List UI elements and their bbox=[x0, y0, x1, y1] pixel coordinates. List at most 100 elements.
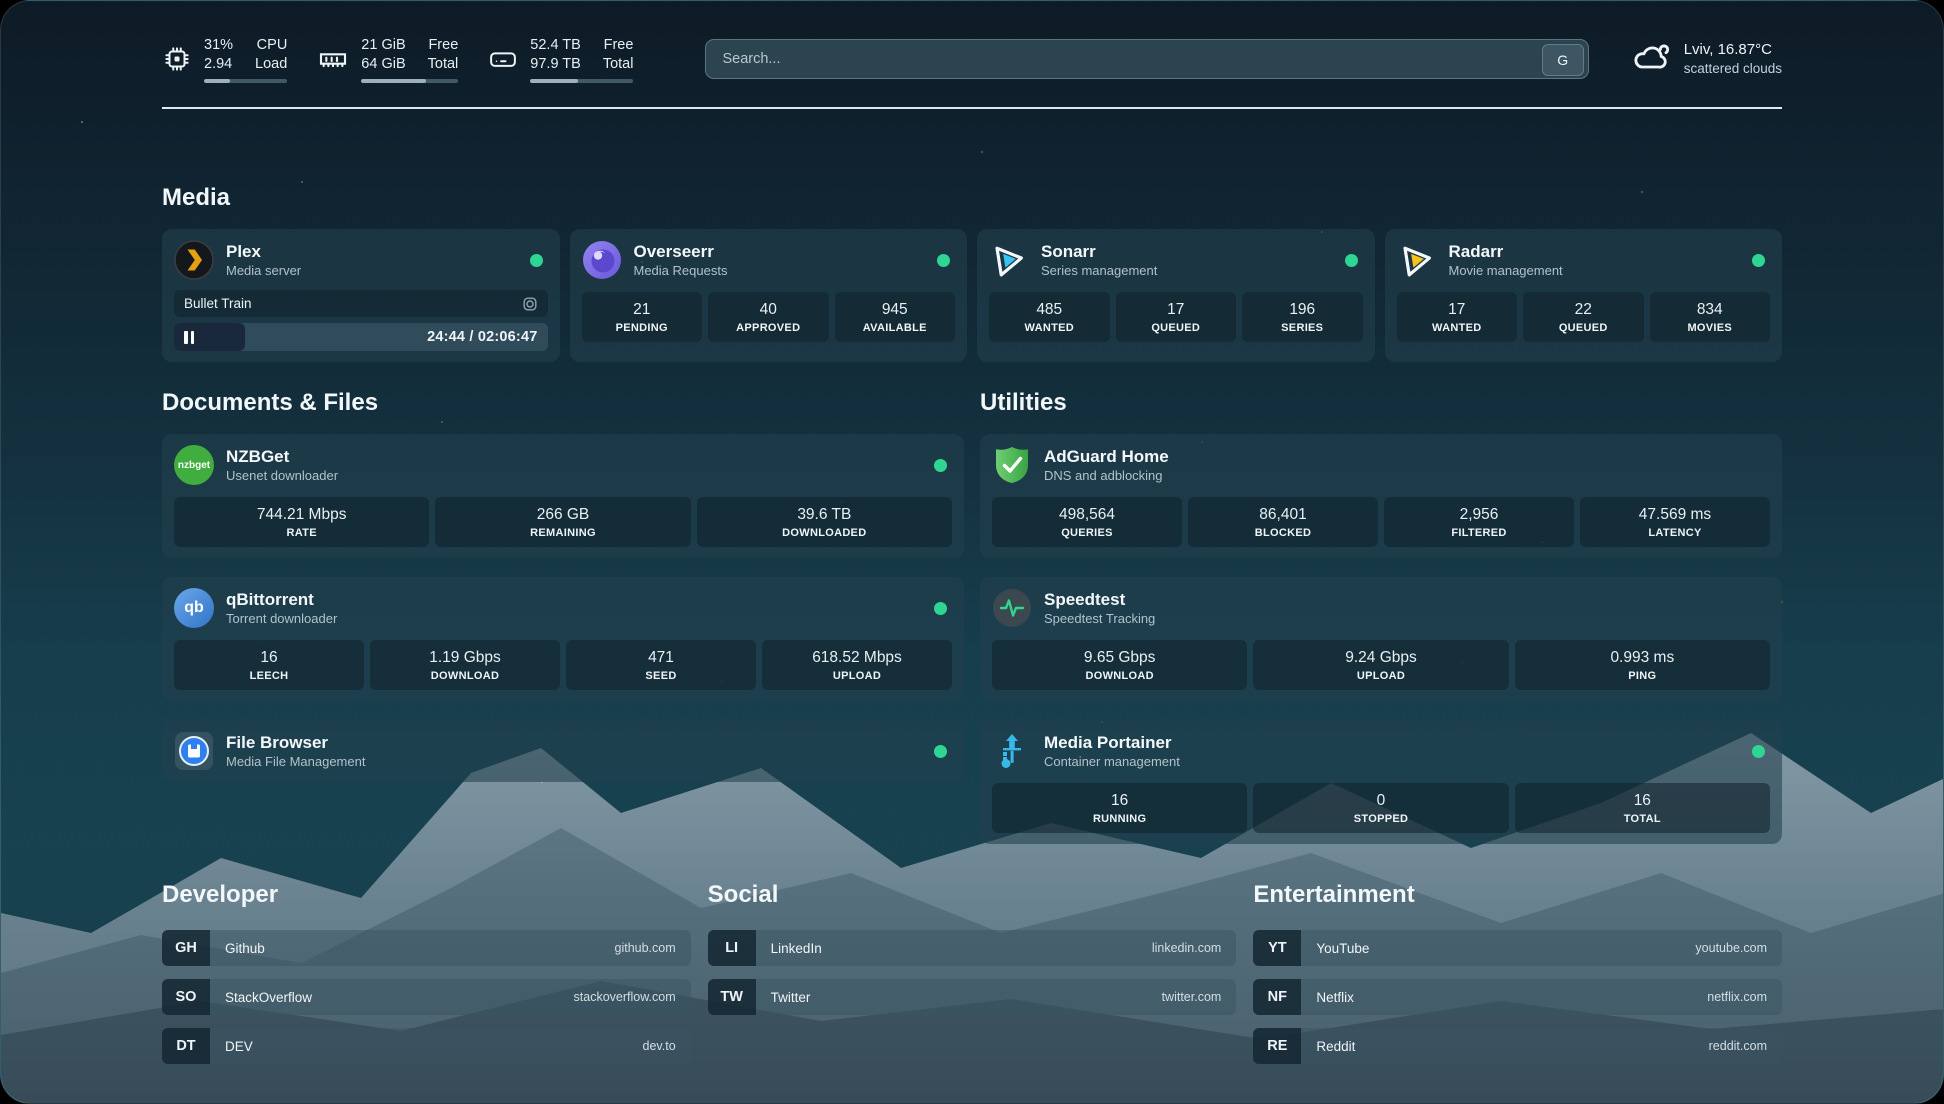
status-online-dot bbox=[1752, 254, 1765, 267]
playback-progress-bar[interactable]: 24:44 / 02:06:47 bbox=[174, 323, 548, 351]
bookmark-twitter[interactable]: TW Twitter twitter.com bbox=[708, 979, 1237, 1015]
cpu-widget: 31% CPU 2.94 Load bbox=[162, 36, 287, 83]
service-description: Media File Management bbox=[226, 753, 365, 770]
stat-filtered: 2,956 FILTERED bbox=[1384, 497, 1574, 547]
bookmark-abbr: RE bbox=[1253, 1028, 1301, 1064]
bookmark-abbr: NF bbox=[1253, 979, 1301, 1015]
service-card-nzbget[interactable]: nzbget NZBGet Usenet downloader 744.21 M… bbox=[162, 434, 964, 558]
sonarr-icon bbox=[989, 240, 1029, 280]
service-description: Media server bbox=[226, 262, 301, 279]
service-card-filebrowser[interactable]: File Browser Media File Management bbox=[162, 720, 964, 782]
pause-icon[interactable] bbox=[184, 331, 194, 344]
service-description: Container management bbox=[1044, 753, 1180, 770]
search-engine-button[interactable]: G bbox=[1542, 44, 1584, 76]
service-description: Torrent downloader bbox=[226, 610, 337, 627]
dashboard-window: 31% CPU 2.94 Load 21 bbox=[0, 0, 1944, 1104]
bookmark-stackoverflow[interactable]: SO StackOverflow stackoverflow.com bbox=[162, 979, 691, 1015]
service-card-radarr[interactable]: Radarr Movie management 17 WANTED 22 QUE… bbox=[1385, 229, 1783, 362]
search-input[interactable] bbox=[705, 39, 1588, 79]
bookmark-domain: github.com bbox=[615, 941, 676, 955]
memory-free-value: 21 GiB bbox=[361, 36, 405, 55]
bookmark-abbr: YT bbox=[1253, 930, 1301, 966]
service-card-adguard[interactable]: AdGuard Home DNS and adblocking 498,564 … bbox=[980, 434, 1782, 558]
stat-downloaded: 39.6 TB DOWNLOADED bbox=[697, 497, 952, 547]
snow-specks bbox=[81, 121, 83, 123]
portainer-icon bbox=[992, 731, 1032, 771]
stat-blocked: 86,401 BLOCKED bbox=[1188, 497, 1378, 547]
service-description: Series management bbox=[1041, 262, 1157, 279]
stat-queries: 498,564 QUERIES bbox=[992, 497, 1182, 547]
service-name: AdGuard Home bbox=[1044, 446, 1169, 467]
bookmark-reddit[interactable]: RE Reddit reddit.com bbox=[1253, 1028, 1782, 1064]
cpu-label: CPU bbox=[255, 36, 287, 55]
bookmark-github[interactable]: GH Github github.com bbox=[162, 930, 691, 966]
service-card-overseerr[interactable]: Overseerr Media Requests 21 PENDING 40 A… bbox=[570, 229, 968, 362]
service-card-sonarr[interactable]: Sonarr Series management 485 WANTED 17 Q… bbox=[977, 229, 1375, 362]
service-name: Speedtest bbox=[1044, 589, 1155, 610]
bookmark-linkedin[interactable]: LI LinkedIn linkedin.com bbox=[708, 930, 1237, 966]
stat-queued: 17 QUEUED bbox=[1116, 292, 1237, 342]
bookmark-abbr: GH bbox=[162, 930, 210, 966]
now-playing-title: Bullet Train bbox=[184, 296, 252, 311]
now-playing-icon bbox=[522, 296, 538, 312]
bookmark-youtube[interactable]: YT YouTube youtube.com bbox=[1253, 930, 1782, 966]
stat-latency: 47.569 ms LATENCY bbox=[1580, 497, 1770, 547]
memory-icon bbox=[317, 43, 349, 75]
stat-seed: 471 SEED bbox=[566, 640, 756, 690]
cpu-usage-value: 31% bbox=[204, 36, 233, 55]
status-online-dot bbox=[1345, 254, 1358, 267]
bookmark-name: Reddit bbox=[1316, 1039, 1708, 1054]
plex-icon bbox=[174, 240, 214, 280]
status-online-dot bbox=[934, 745, 947, 758]
stat-stopped: 0 STOPPED bbox=[1253, 783, 1508, 833]
stat-series: 196 SERIES bbox=[1242, 292, 1363, 342]
service-name: Radarr bbox=[1449, 241, 1563, 262]
stat-upload: 618.52 Mbps UPLOAD bbox=[762, 640, 952, 690]
bookmark-abbr: DT bbox=[162, 1028, 210, 1064]
status-online-dot bbox=[530, 254, 543, 267]
bookmark-abbr: TW bbox=[708, 979, 756, 1015]
speedtest-icon bbox=[992, 588, 1032, 628]
bookmark-domain: stackoverflow.com bbox=[574, 990, 676, 1004]
resource-widgets: 31% CPU 2.94 Load 21 bbox=[162, 36, 663, 83]
service-name: Sonarr bbox=[1041, 241, 1157, 262]
memory-total-value: 64 GiB bbox=[361, 55, 405, 74]
hard-drive-icon bbox=[488, 44, 518, 74]
service-card-speedtest[interactable]: Speedtest Speedtest Tracking 9.65 Gbps D… bbox=[980, 577, 1782, 701]
service-description: Usenet downloader bbox=[226, 467, 338, 484]
bookmark-domain: twitter.com bbox=[1162, 990, 1222, 1004]
stat-leech: 16 LEECH bbox=[174, 640, 364, 690]
service-name: qBittorrent bbox=[226, 589, 337, 610]
bookmark-name: Netflix bbox=[1316, 990, 1707, 1005]
bookmark-name: Twitter bbox=[771, 990, 1162, 1005]
disk-total-label: Total bbox=[603, 55, 634, 74]
service-card-qbittorrent[interactable]: qb qBittorrent Torrent downloader 16 bbox=[162, 577, 964, 701]
disk-widget: 52.4 TB Free 97.9 TB Total bbox=[488, 36, 633, 83]
status-online-dot bbox=[937, 254, 950, 267]
service-description: Media Requests bbox=[634, 262, 728, 279]
developer-bookmarks: Developer GH Github github.com SO StackO… bbox=[162, 880, 691, 1077]
section-title-social: Social bbox=[708, 880, 1237, 910]
service-description: DNS and adblocking bbox=[1044, 467, 1169, 484]
memory-progress-fill bbox=[361, 79, 426, 83]
weather-widget[interactable]: Lviv, 16.87°C scattered clouds bbox=[1631, 37, 1782, 82]
bookmark-abbr: LI bbox=[708, 930, 756, 966]
stat-total: 16 TOTAL bbox=[1515, 783, 1770, 833]
service-card-portainer[interactable]: Media Portainer Container management 16 … bbox=[980, 720, 1782, 844]
qbittorrent-icon: qb bbox=[174, 588, 214, 628]
adguard-icon bbox=[992, 445, 1032, 485]
stat-available: 945 AVAILABLE bbox=[835, 292, 956, 342]
stat-download: 9.65 Gbps DOWNLOAD bbox=[992, 640, 1247, 690]
service-name: NZBGet bbox=[226, 446, 338, 467]
section-title-documents: Documents & Files bbox=[162, 388, 964, 418]
section-title-entertainment: Entertainment bbox=[1253, 880, 1782, 910]
memory-total-label: Total bbox=[428, 55, 459, 74]
playback-time: 24:44 / 02:06:47 bbox=[427, 329, 537, 345]
bookmark-netflix[interactable]: NF Netflix netflix.com bbox=[1253, 979, 1782, 1015]
bookmark-dev[interactable]: DT DEV dev.to bbox=[162, 1028, 691, 1064]
memory-progress-bar bbox=[361, 79, 458, 83]
disk-free-value: 52.4 TB bbox=[530, 36, 581, 55]
stat-running: 16 RUNNING bbox=[992, 783, 1247, 833]
service-card-plex[interactable]: Plex Media server Bullet Train bbox=[162, 229, 560, 362]
stat-wanted: 485 WANTED bbox=[989, 292, 1110, 342]
